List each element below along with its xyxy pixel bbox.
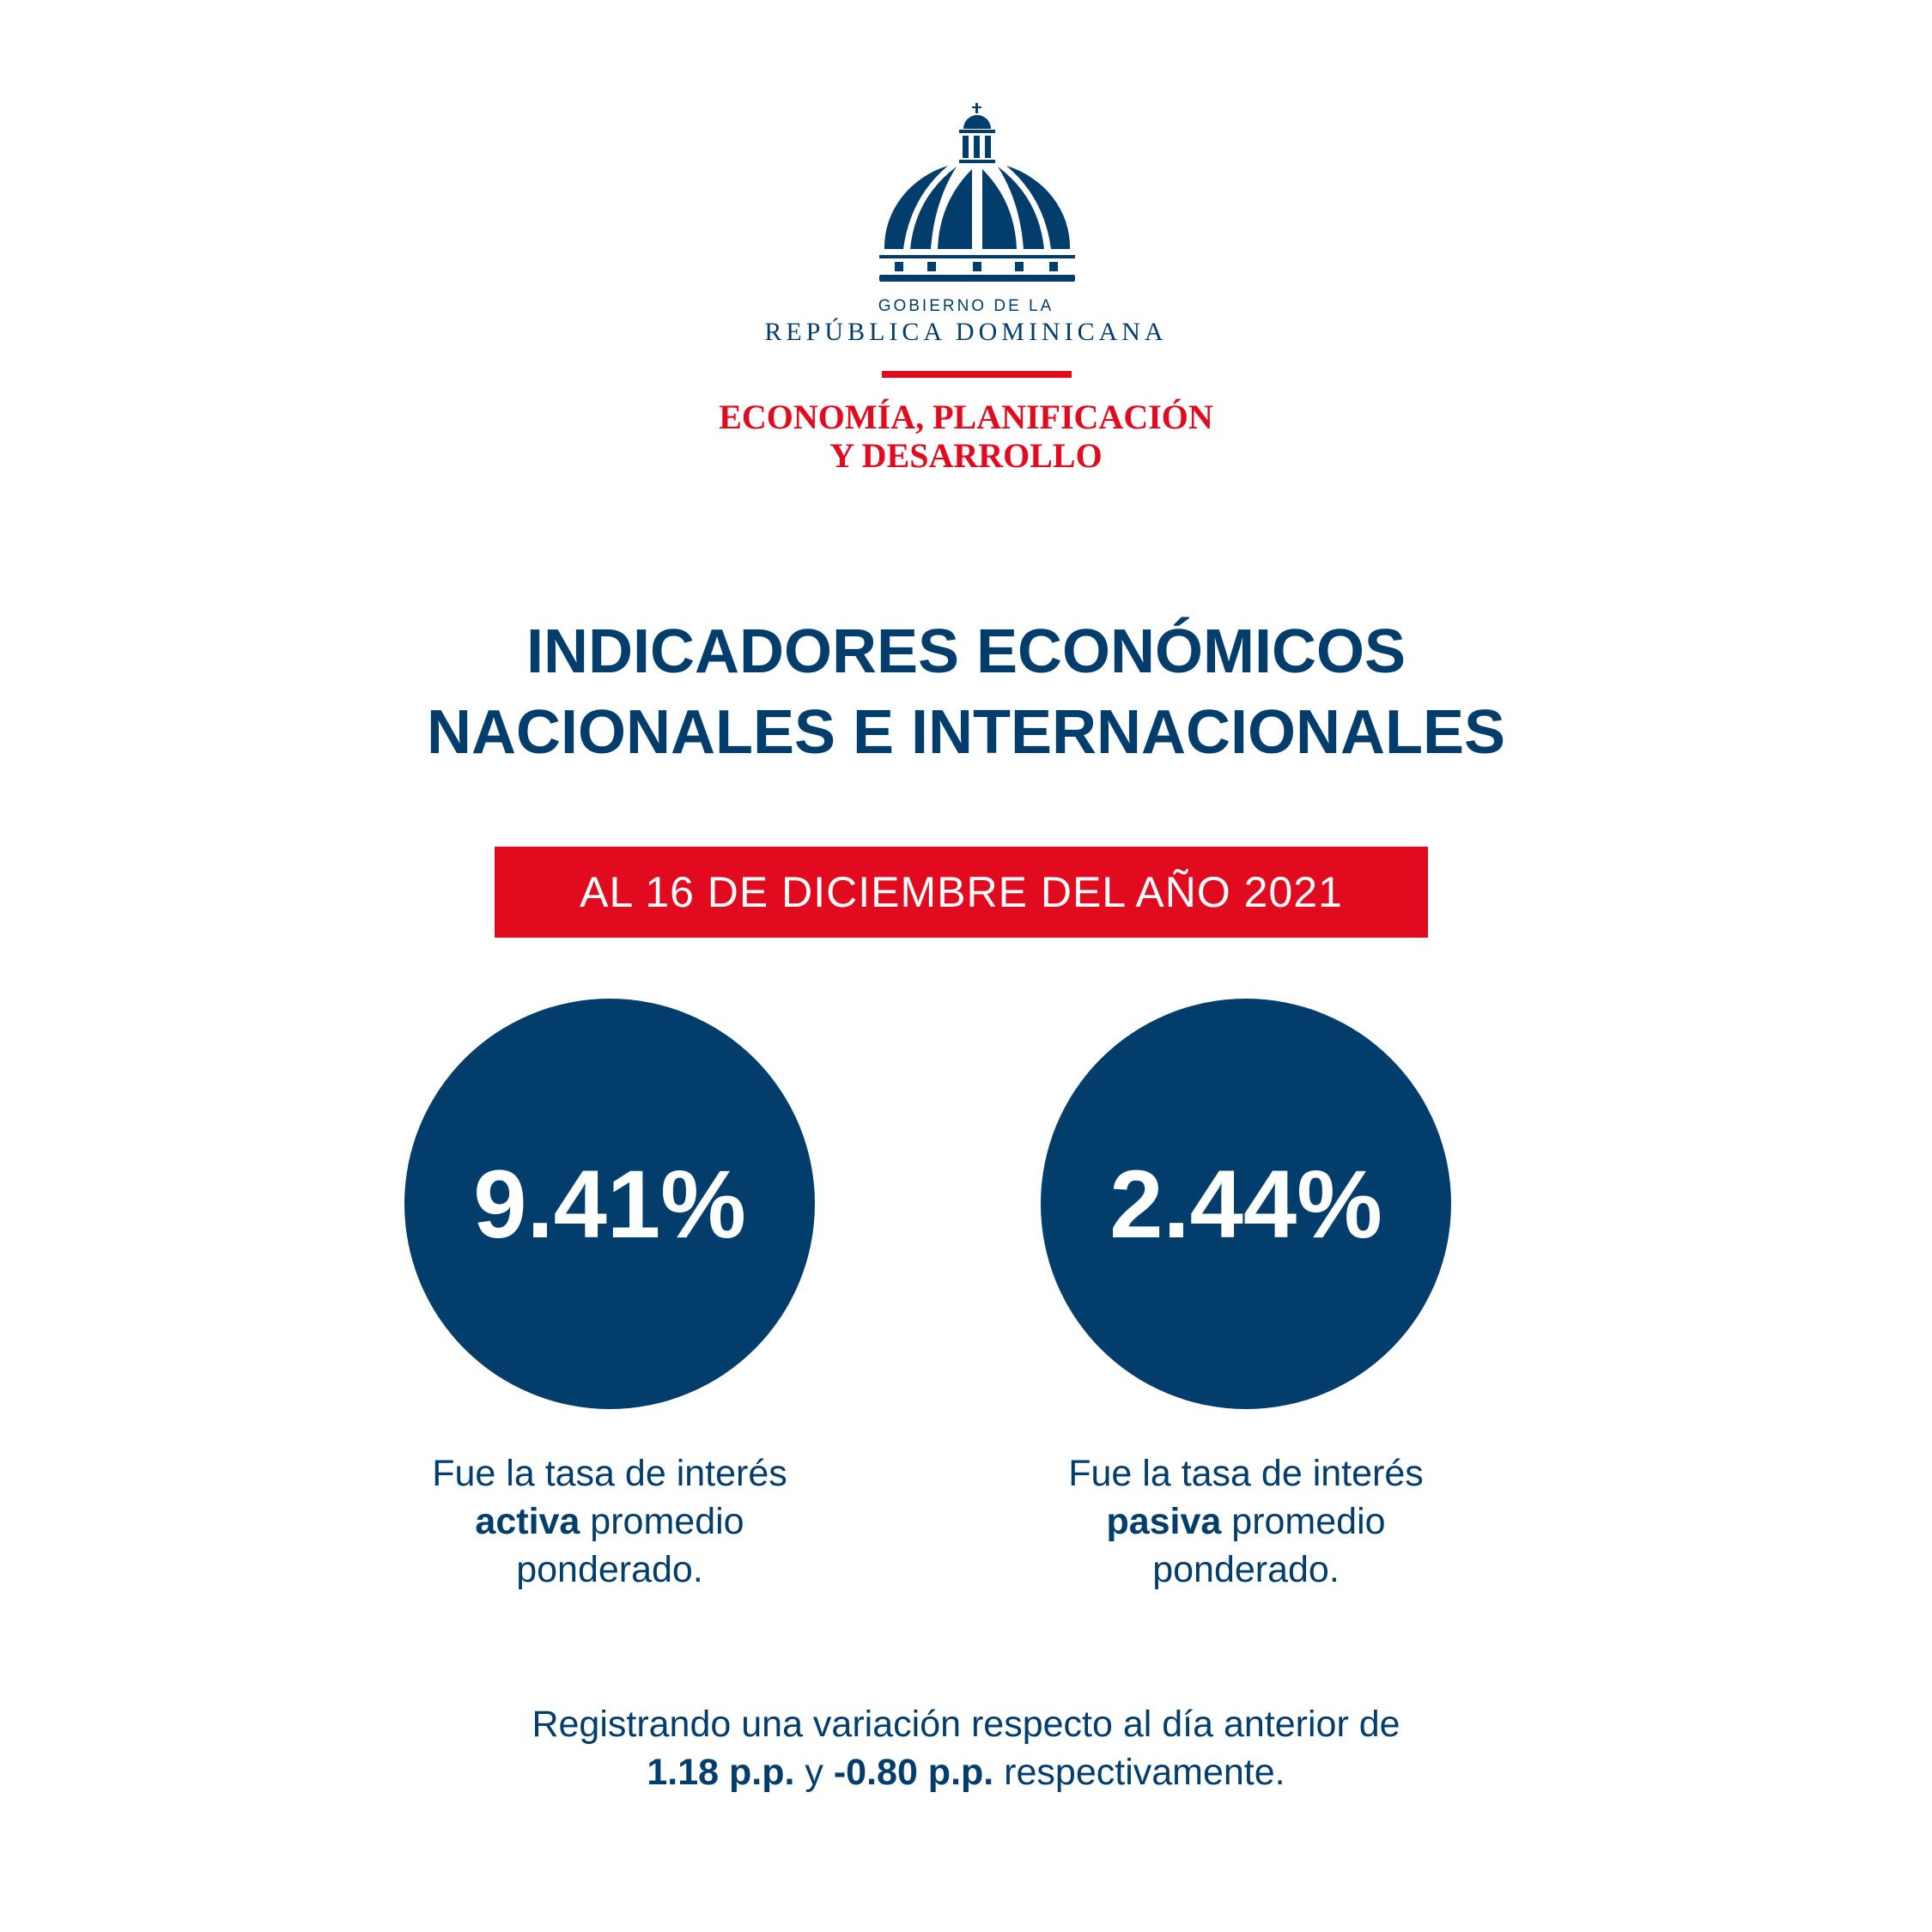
variation-passive: -0.80 p.p.: [833, 1752, 994, 1793]
caption-line: Fue la tasa de interés: [432, 1453, 787, 1494]
caption-line: activa promedio: [352, 1498, 867, 1546]
variation-end: respectivamente.: [993, 1752, 1285, 1793]
logo-divider: [882, 371, 1072, 378]
caption-line: Fue la tasa de interés: [1068, 1453, 1424, 1494]
ministry-name-line2: Y DESARROLLO: [829, 436, 1103, 475]
logo-republica-text: REPÚBLICA DOMINICANA: [764, 318, 1168, 346]
variation-and: y: [794, 1752, 834, 1793]
ministry-name-line1: ECONOMÍA, PLANIFICACIÓN: [719, 398, 1213, 436]
date-banner: AL 16 DE DICIEMBRE DEL AÑO 2021: [495, 847, 1428, 938]
page-title: INDICADORES ECONÓMICOS NACIONALES E INTE…: [0, 611, 1932, 773]
caption-line: ponderado.: [516, 1549, 703, 1590]
logo-gobierno-text: GOBIERNO DE LA: [878, 297, 1054, 315]
passive-rate-circle: 2.44%: [1041, 999, 1451, 1409]
caption-bold: pasiva: [1106, 1501, 1222, 1542]
variation-note: Registrando una variación respecto al dí…: [0, 1700, 1932, 1796]
dome-logo-icon: [879, 103, 1075, 282]
title-line2: NACIONALES E INTERNACIONALES: [426, 698, 1506, 767]
caption-line: pasiva promedio: [988, 1498, 1504, 1546]
caption-text: promedio: [1221, 1501, 1386, 1542]
variation-line2: 1.18 p.p. y -0.80 p.p. respectivamente.: [0, 1748, 1932, 1796]
passive-rate-caption: Fue la tasa de interés pasiva promedio p…: [988, 1449, 1504, 1594]
active-rate-caption: Fue la tasa de interés activa promedio p…: [352, 1449, 867, 1594]
caption-text: promedio: [580, 1501, 744, 1542]
title-line1: INDICADORES ECONÓMICOS: [526, 617, 1406, 686]
variation-active: 1.18 p.p.: [647, 1752, 795, 1793]
variation-line1: Registrando una variación respecto al dí…: [532, 1704, 1400, 1745]
caption-bold: activa: [475, 1501, 580, 1542]
caption-line: ponderado.: [1152, 1549, 1340, 1590]
active-rate-circle: 9.41%: [404, 999, 815, 1409]
